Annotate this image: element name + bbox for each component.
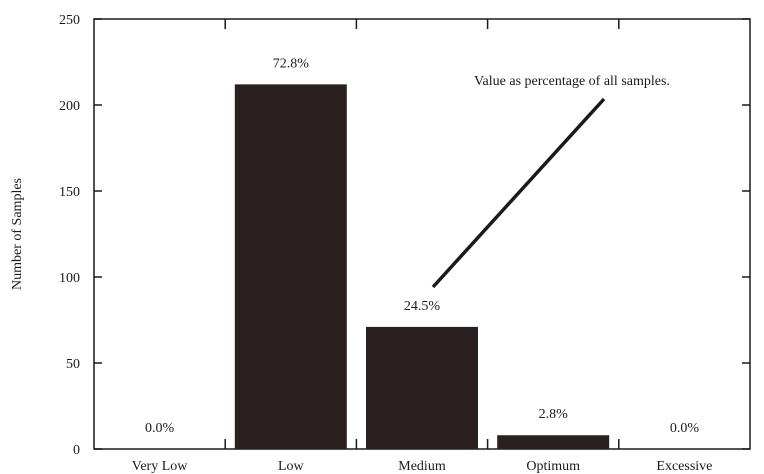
data-label: 0.0% bbox=[145, 421, 175, 436]
bar-optimum bbox=[497, 435, 610, 449]
annotation-text: Value as percentage of all samples. bbox=[474, 74, 670, 89]
x-category-label: Medium bbox=[398, 459, 446, 474]
x-category-label: Low bbox=[278, 459, 305, 474]
x-category-label: Very Low bbox=[132, 459, 188, 474]
annotation-pointer-line bbox=[431, 97, 606, 289]
y-tick-label: 150 bbox=[59, 185, 80, 200]
data-label: 2.8% bbox=[539, 407, 569, 422]
data-label: 24.5% bbox=[404, 299, 441, 314]
x-category-label: Optimum bbox=[526, 459, 580, 474]
data-label: 0.0% bbox=[670, 421, 700, 436]
y-tick-label: 250 bbox=[59, 13, 80, 28]
x-category-label: Excessive bbox=[656, 459, 712, 474]
bars bbox=[234, 84, 610, 450]
y-tick-label: 0 bbox=[73, 443, 80, 458]
y-axis-title: Number of Samples bbox=[10, 178, 25, 290]
y-tick-label: 50 bbox=[66, 357, 80, 372]
bar-medium bbox=[366, 326, 478, 449]
x-axis: Very Low Low Medium Optimum Excessive bbox=[132, 19, 712, 474]
y-axis: 0 50 100 150 200 250 bbox=[59, 13, 750, 458]
data-label: 72.8% bbox=[273, 56, 310, 71]
data-labels: 0.0% 72.8% 24.5% 2.8% 0.0% bbox=[145, 56, 699, 436]
y-tick-label: 100 bbox=[59, 271, 80, 286]
y-tick-label: 200 bbox=[59, 99, 80, 114]
bar-low bbox=[234, 84, 347, 450]
